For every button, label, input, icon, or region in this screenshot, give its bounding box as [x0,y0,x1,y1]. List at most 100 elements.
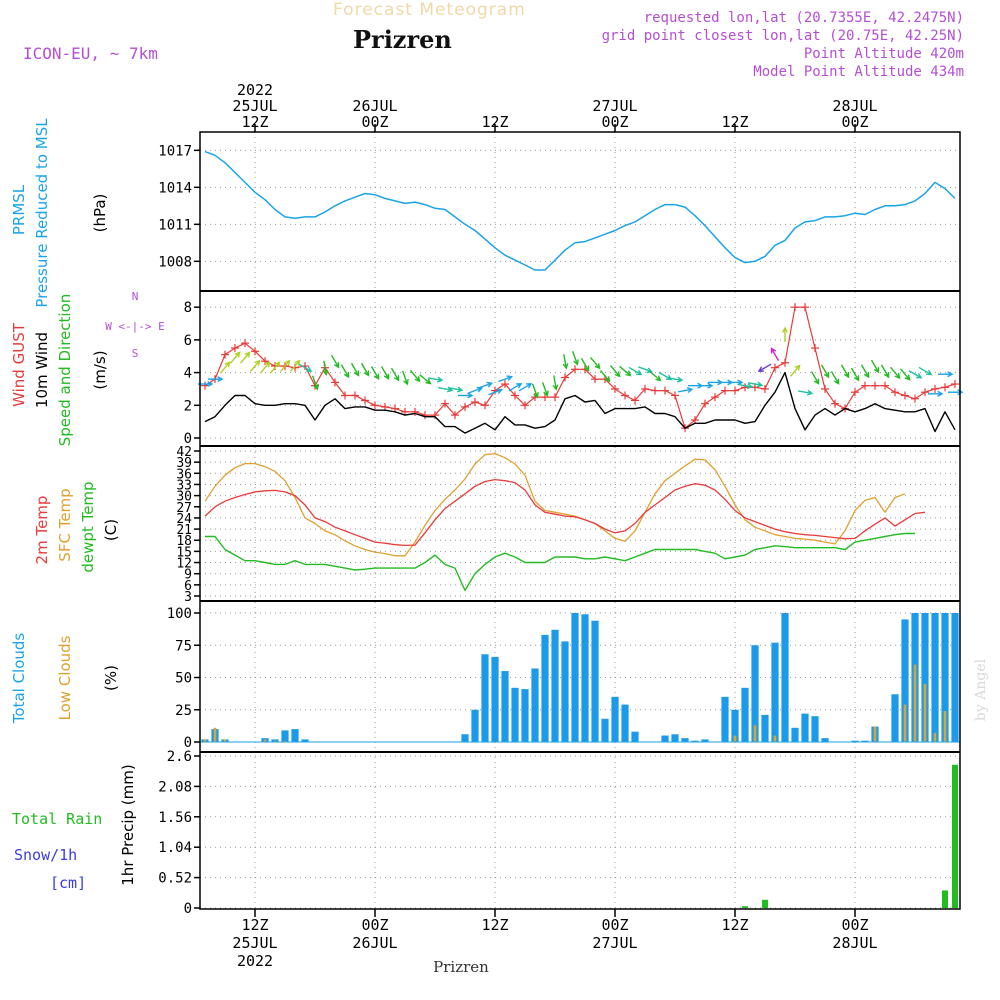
low-clouds-bar [773,735,777,742]
model-altitude: Model Point Altitude 434m [753,64,964,80]
wind-direction-arrow [447,386,464,393]
gust-marker [511,391,519,400]
total-clouds-bar [921,613,929,742]
rain-bar [762,899,768,908]
x-tick-label-bottom: 12Z [481,916,508,934]
gust-marker [671,391,679,400]
total-clouds-bar [941,613,949,742]
x-tick-label-bottom: 2022 [237,952,273,970]
total-clouds-bar [471,709,479,742]
low-clouds-bar [283,740,287,742]
total-clouds-bar [521,689,529,742]
gust-marker [591,375,599,384]
x-tick-label-bottom: 00Z [361,916,388,934]
wind-direction-arrow [409,370,421,383]
x-tick-label-top: 2022 [237,81,273,99]
low-clouds-bar [933,732,937,742]
gust-marker [931,384,939,393]
wind-direction-arrow [938,371,954,378]
model-label: ICON-EU, ~ 7km [23,44,158,63]
gust-marker [871,381,879,390]
wind-direction-arrow [468,386,483,394]
low-clouds-bar [753,725,757,742]
total-clouds-bar [531,668,539,742]
total-clouds-bar [891,694,899,742]
x-tick-label-top: 27JUL [592,97,637,115]
wind-direction-arrow [628,366,643,376]
total-clouds-bar [581,614,589,742]
wind-direction-arrow [298,363,313,372]
wind-direction-arrow [908,370,923,379]
gust-marker [831,399,839,408]
y-tick-label: 27 [176,501,192,516]
x-tick-label-top: 12Z [481,113,508,131]
gust-marker [501,380,509,389]
chart-title: Forecast Meteogram [333,0,526,20]
gust-marker [481,401,489,410]
wind-direction-arrow [889,366,901,380]
wind-direction-arrow [918,366,933,376]
total-clouds-bar [951,613,959,742]
wind-direction-arrow [880,364,890,379]
total-clouds-bar [731,709,739,742]
gust-marker [781,358,789,367]
total-clouds-bar [741,687,749,742]
gust-marker [631,396,639,405]
2m-temp-label: 2m Temp [33,496,51,565]
wind-direction-arrow [840,364,850,379]
wind-direction-arrow [219,361,231,374]
y-tick-label: 1.56 [158,810,192,826]
gust-marker [291,363,299,372]
sfc-temp-line [204,452,906,557]
wind-direction-arrow [279,359,291,372]
gust-marker [251,347,259,356]
low-clouds-bar [913,664,917,742]
dewpoint-label: dewpt Temp [79,481,97,572]
x-tick-label-bottom: 12Z [721,916,748,934]
total-clouds-bar [861,740,869,742]
point-altitude: Point Altitude 420m [803,46,964,62]
gust-marker [661,386,669,395]
y-tick-label: 1017 [158,143,192,159]
gust-marker [851,388,859,397]
total-clouds-bar [631,731,639,742]
y-tick-label: 75 [175,638,192,654]
pressure-line [204,150,956,271]
x-tick-label-top: 00Z [841,113,868,131]
total-clouds-bar [281,730,289,742]
gust-marker [551,393,559,402]
total-clouds-bar [271,739,279,742]
y-tick-label: 18 [176,534,192,549]
gust-marker [461,402,469,411]
wind-direction-arrow [770,347,780,362]
gust-marker [331,378,339,387]
y-tick-label: 39 [176,456,192,471]
gust-marker [941,383,949,392]
gust-marker [731,386,739,395]
x-tick-label-top: 00Z [601,113,628,131]
wind-direction-arrow [757,363,772,372]
gust-marker [351,391,359,400]
wind-direction-arrow [860,364,870,379]
gust-marker [411,407,419,416]
wind-direction-arrow [370,366,380,380]
y-tick-label: 4 [184,366,192,382]
y-tick-label: 2.08 [158,779,192,795]
y-tick-label: 36 [176,467,192,482]
gust-marker [911,394,919,403]
wind-direction-arrow [820,364,830,379]
requested-coords: requested lon,lat (20.7355E, 42.2475N) [643,10,964,26]
low-clouds-bar [923,683,927,742]
y-tick-label: 15 [176,545,192,560]
gust-marker [711,393,719,402]
wind-direction-arrow [928,390,944,397]
dewpoint-line [205,532,915,592]
sfc-temp-label: SFC Temp [56,488,74,561]
wind-direction-arrow [208,376,224,383]
gust-marker [611,384,619,393]
wind-direction-arrow [401,370,409,386]
wind-direction-arrow [330,354,340,369]
wind-direction-arrow [747,381,764,388]
wind-direction-arrow [322,360,329,377]
gust-label: Wind GUST [10,322,28,407]
